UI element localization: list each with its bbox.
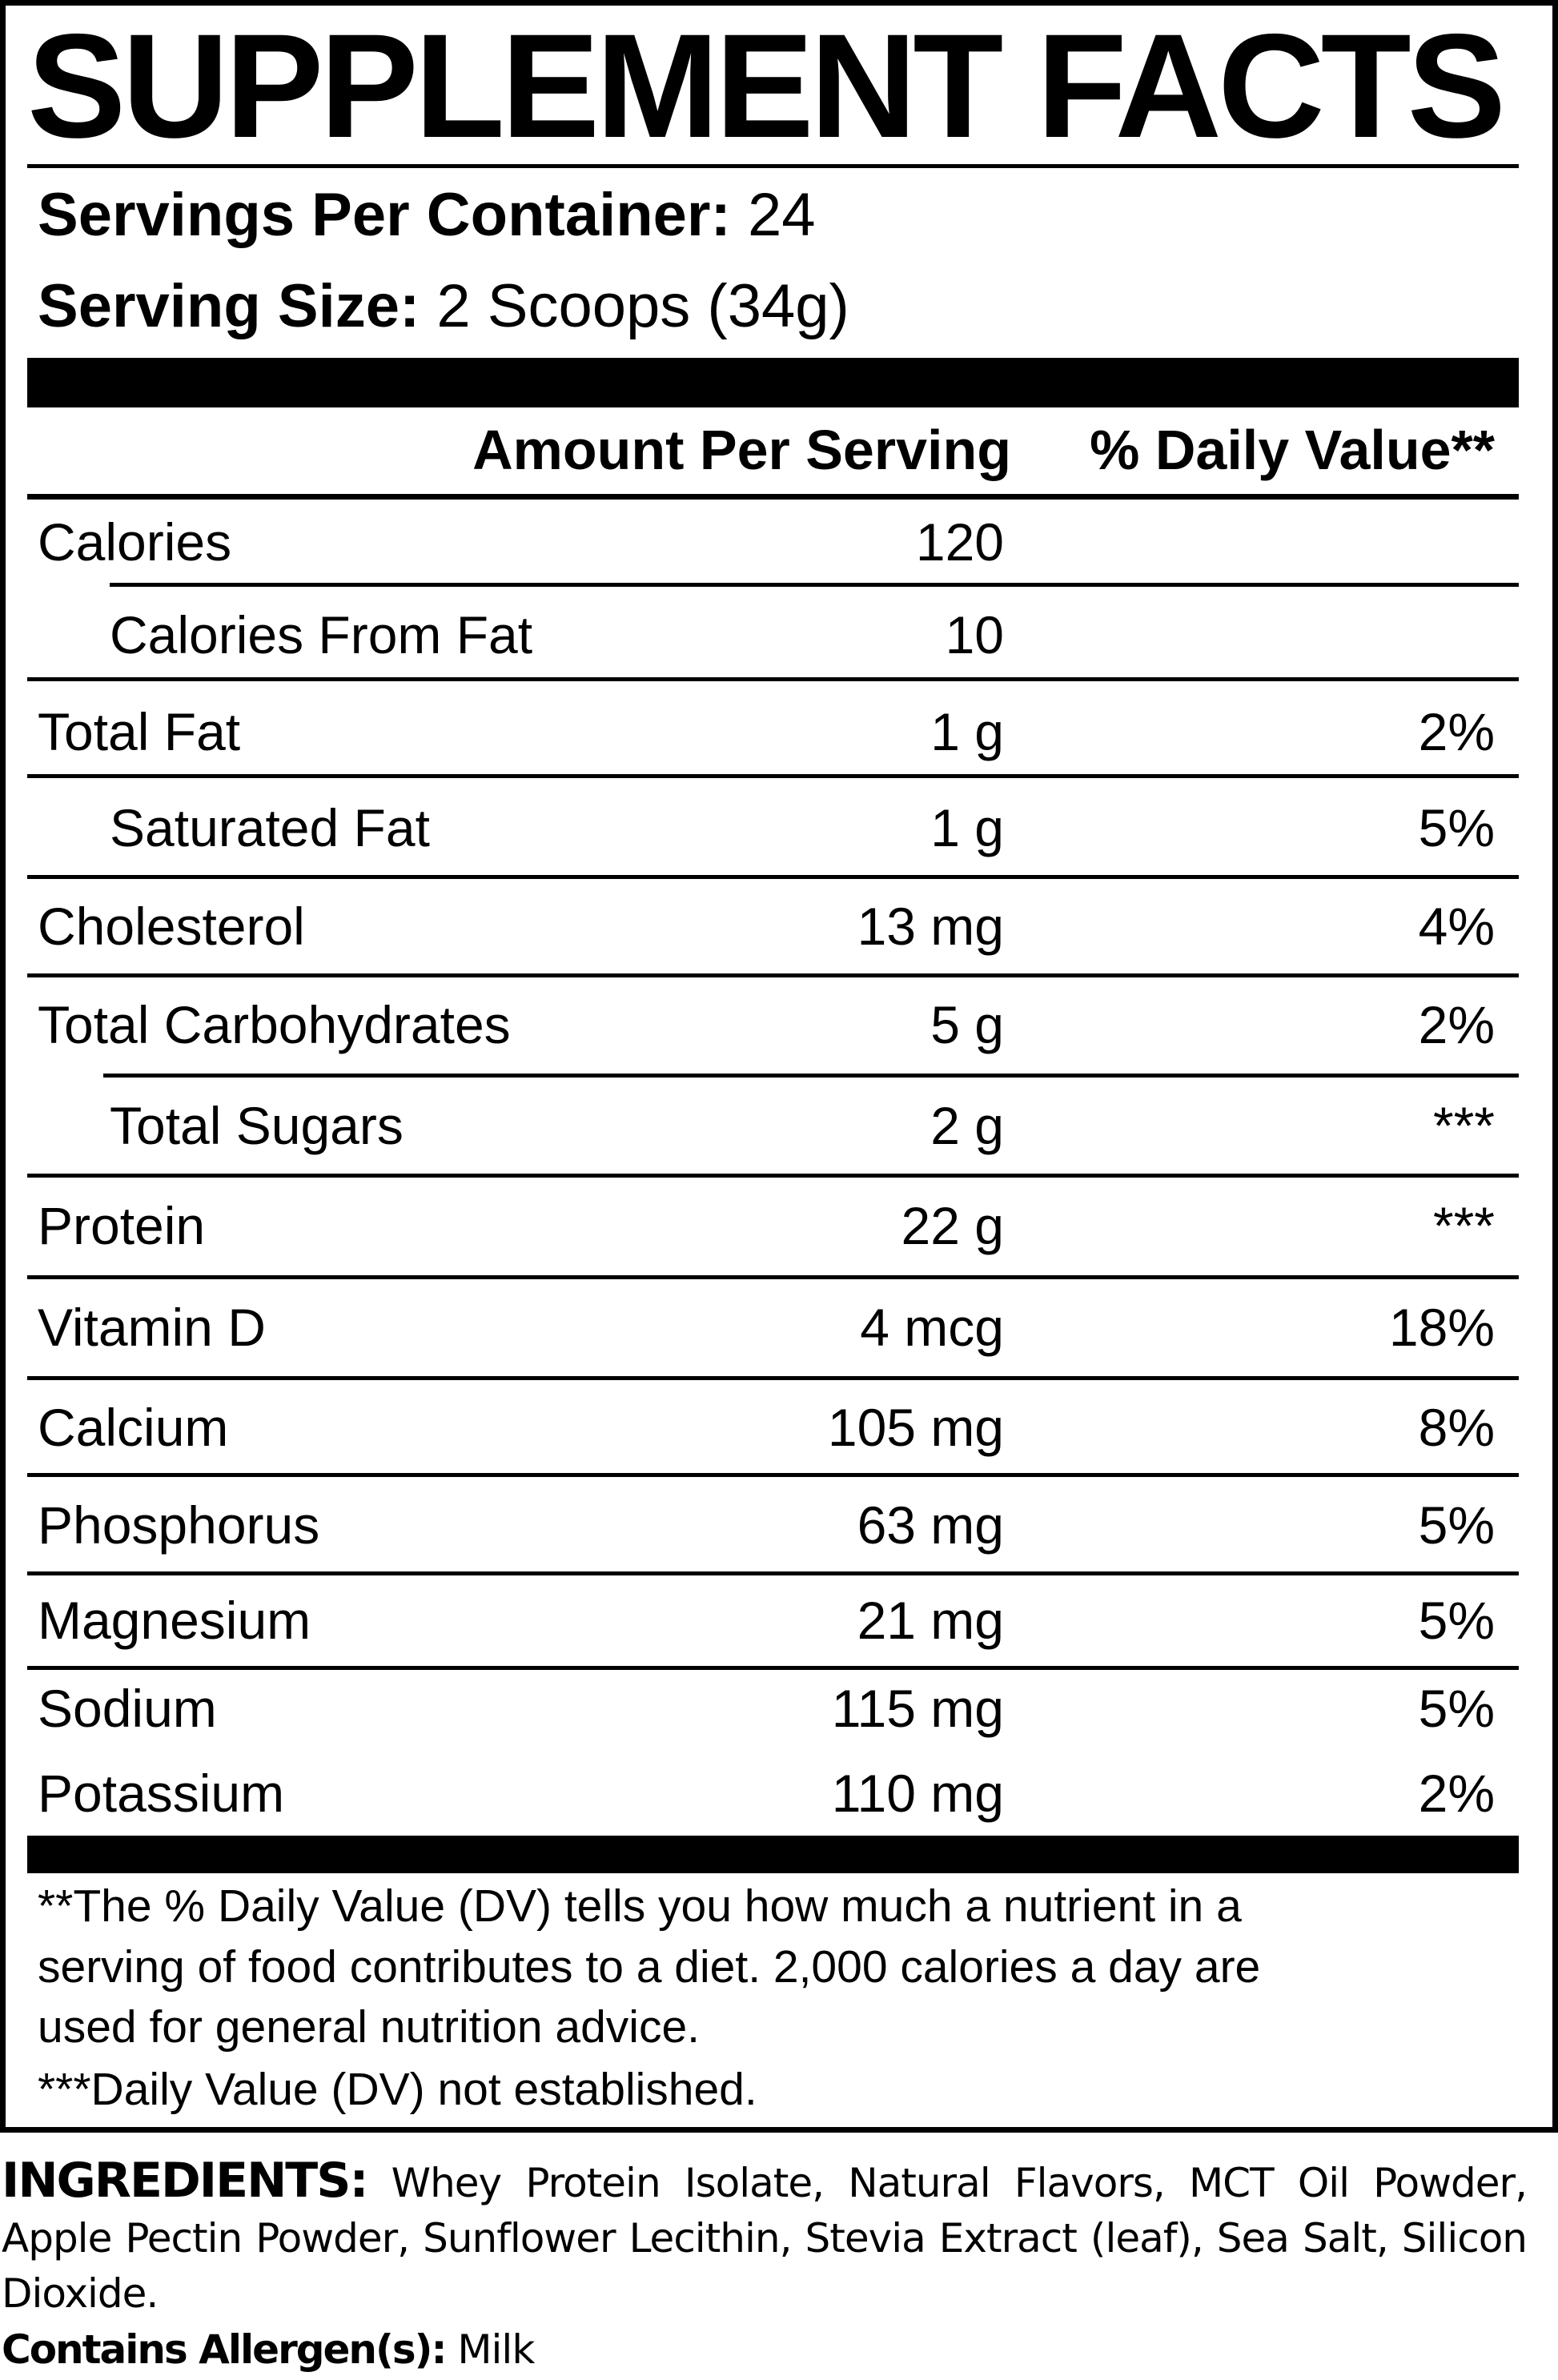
nutrient-name: Calories	[38, 512, 232, 572]
nutrient-name: Total Sugars	[110, 1096, 404, 1155]
nutrient-daily-value: 5%	[1418, 1495, 1495, 1555]
footnote: ***Daily Value (DV) not established.	[38, 2064, 757, 2115]
nutrient-amount: 1 g	[930, 702, 1004, 761]
nutrient-daily-value: 5%	[1418, 1591, 1495, 1650]
nutrient-name: Vitamin D	[38, 1298, 266, 1357]
nutrient-amount: 22 g	[901, 1196, 1004, 1255]
nutrient-name: Total Fat	[38, 702, 241, 761]
row-divider	[27, 1666, 1519, 1670]
nutrient-amount: 4 mcg	[860, 1298, 1004, 1357]
allergens: Contains Allergen(s): Milk	[2, 2322, 535, 2378]
nutrient-name: Potassium	[38, 1764, 285, 1823]
thick-divider	[27, 358, 1519, 407]
nutrient-daily-value: 8%	[1418, 1398, 1495, 1457]
nutrient-amount: 10	[945, 605, 1004, 664]
nutrient-amount: 120	[915, 512, 1004, 572]
thick-divider	[27, 1836, 1519, 1873]
nutrient-daily-value: ***	[1432, 1096, 1495, 1155]
ingredients: INGREDIENTS: Whey Protein Isolate, Natur…	[2, 2153, 1528, 2322]
nutrient-name: Magnesium	[38, 1591, 311, 1650]
row-divider	[27, 1473, 1519, 1477]
nutrient-daily-value: 5%	[1418, 798, 1495, 857]
row-divider	[27, 1174, 1519, 1178]
divider	[27, 164, 1519, 168]
daily-value-header: % Daily Value**	[1090, 419, 1495, 481]
servings-label: Servings Per Container:	[38, 181, 731, 249]
row-divider	[27, 875, 1519, 879]
serving-size-label: Serving Size:	[38, 272, 420, 340]
ingredients-label: INGREDIENTS:	[2, 2153, 368, 2209]
nutrient-daily-value: 2%	[1418, 995, 1495, 1054]
nutrient-amount: 1 g	[930, 798, 1004, 857]
footnote: **The % Daily Value (DV) tells you how m…	[38, 1880, 1242, 1932]
row-divider	[27, 973, 1519, 977]
allergens-label: Contains Allergen(s):	[2, 2326, 447, 2373]
nutrient-amount: 110 mg	[831, 1764, 1004, 1823]
nutrient-daily-value: 2%	[1418, 1764, 1495, 1823]
nutrient-daily-value: 2%	[1418, 702, 1495, 761]
servings-per-container: Servings Per Container: 24	[38, 179, 815, 251]
row-divider	[27, 677, 1519, 681]
nutrient-amount: 13 mg	[857, 897, 1004, 956]
nutrient-daily-value: 4%	[1418, 897, 1495, 956]
serving-size-value: 2 Scoops (34g)	[436, 272, 849, 340]
nutrient-amount: 21 mg	[857, 1591, 1004, 1650]
nutrient-amount: 105 mg	[827, 1398, 1004, 1457]
row-divider	[27, 1571, 1519, 1575]
row-divider	[27, 1275, 1519, 1279]
nutrient-name: Cholesterol	[38, 897, 305, 956]
nutrient-name: Total Carbohydrates	[38, 995, 511, 1054]
footnote: serving of food contributes to a diet. 2…	[38, 1941, 1261, 1993]
divider	[27, 494, 1519, 500]
amount-per-serving-header: Amount Per Serving	[472, 419, 1011, 481]
row-divider	[27, 1376, 1519, 1380]
servings-value: 24	[747, 181, 816, 249]
panel-title: SUPPLEMENT FACTS	[27, 4, 1506, 169]
nutrient-name: Saturated Fat	[110, 798, 430, 857]
nutrient-amount: 2 g	[930, 1096, 1004, 1155]
serving-size: Serving Size: 2 Scoops (34g)	[38, 271, 849, 343]
nutrient-amount: 115 mg	[831, 1679, 1004, 1738]
row-divider	[27, 774, 1519, 778]
nutrient-name: Protein	[38, 1196, 206, 1255]
nutrient-name: Calcium	[38, 1398, 229, 1457]
nutrient-amount: 63 mg	[857, 1495, 1004, 1555]
nutrient-name: Phosphorus	[38, 1495, 320, 1555]
nutrient-daily-value: 18%	[1388, 1298, 1495, 1357]
nutrient-name: Calories From Fat	[110, 605, 533, 664]
nutrient-daily-value: ***	[1432, 1196, 1495, 1255]
supplement-facts-panel	[0, 0, 1558, 2133]
nutrient-amount: 5 g	[930, 995, 1004, 1054]
row-divider	[103, 1074, 1519, 1078]
nutrient-daily-value: 5%	[1418, 1679, 1495, 1738]
allergens-text: Milk	[457, 2326, 535, 2373]
nutrient-name: Sodium	[38, 1679, 217, 1738]
row-divider	[110, 583, 1519, 587]
ingredients-text: Whey Protein Isolate, Natural Flavors, M…	[2, 2160, 1528, 2317]
footnote: used for general nutrition advice.	[38, 2001, 701, 2053]
